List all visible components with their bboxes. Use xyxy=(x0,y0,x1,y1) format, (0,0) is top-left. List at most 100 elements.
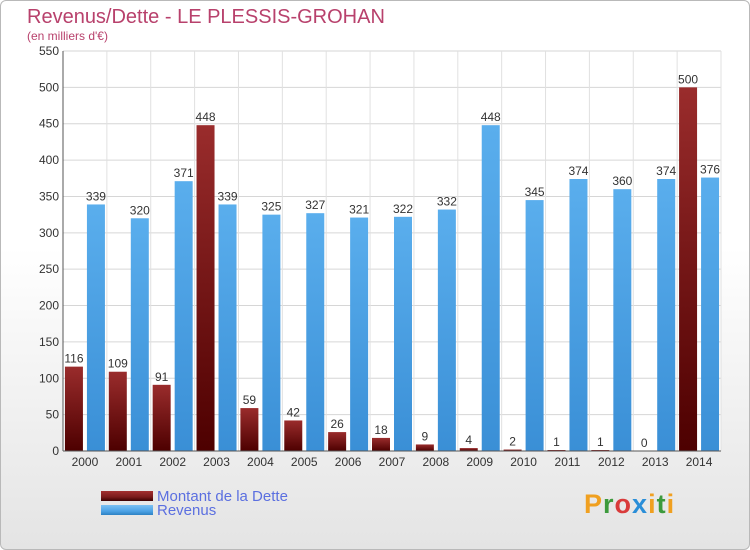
data-label-revenus: 339 xyxy=(86,189,106,203)
data-label-revenus: 374 xyxy=(568,164,588,178)
data-label-debt: 1 xyxy=(597,435,604,449)
data-label-debt: 18 xyxy=(374,423,388,437)
bar-revenus xyxy=(86,204,105,451)
data-label-debt: 0 xyxy=(641,436,648,450)
data-label-revenus: 448 xyxy=(481,110,501,124)
x-tick-label: 2012 xyxy=(598,455,625,469)
logo-letter: t xyxy=(656,489,667,519)
data-label-revenus: 360 xyxy=(612,174,632,188)
bar-revenus xyxy=(394,216,412,451)
data-label-debt: 116 xyxy=(64,352,83,366)
x-tick-label: 2014 xyxy=(686,455,713,469)
bar-revenus xyxy=(218,204,237,451)
data-label-debt: 1 xyxy=(553,435,560,449)
bar-debt xyxy=(459,448,478,451)
data-label-revenus: 321 xyxy=(349,203,369,217)
logo-letter: o xyxy=(614,489,633,519)
logo-letter: P xyxy=(584,489,604,519)
y-tick-label: 200 xyxy=(39,299,59,313)
data-label-revenus: 325 xyxy=(261,200,281,214)
bar-revenus xyxy=(350,217,369,451)
y-tick-label: 550 xyxy=(39,44,59,58)
y-tick-label: 500 xyxy=(39,80,59,94)
data-label-debt: 2 xyxy=(509,435,516,449)
legend-item-debt: Montant de la Dette xyxy=(101,487,288,505)
legend-swatch-revenus xyxy=(101,505,153,515)
bar-revenus xyxy=(306,213,325,451)
bar-debt xyxy=(284,420,303,451)
data-label-debt: 26 xyxy=(330,417,344,431)
y-tick-label: 150 xyxy=(39,335,59,349)
bar-debt xyxy=(372,437,390,451)
bar-revenus xyxy=(657,179,676,451)
data-label-revenus: 327 xyxy=(305,198,325,212)
x-tick-label: 2007 xyxy=(379,455,406,469)
data-label-debt: 109 xyxy=(108,357,128,371)
bar-revenus xyxy=(262,214,281,451)
x-tick-label: 2011 xyxy=(555,455,581,469)
data-label-debt: 500 xyxy=(678,72,698,86)
logo-letter: i xyxy=(648,489,657,519)
logo-letter: x xyxy=(632,489,649,519)
bar-debt xyxy=(196,125,215,451)
bar-revenus xyxy=(569,179,588,451)
data-label-debt: 448 xyxy=(196,110,216,124)
data-label-revenus: 339 xyxy=(218,189,238,203)
bar-revenus xyxy=(437,209,456,451)
y-tick-label: 250 xyxy=(39,262,59,276)
x-tick-label: 2000 xyxy=(72,455,99,469)
bar-revenus xyxy=(613,189,632,451)
y-tick-label: 350 xyxy=(39,189,59,203)
x-tick-label: 2003 xyxy=(203,455,230,469)
bar-debt xyxy=(64,366,83,451)
y-tick-label: 50 xyxy=(46,408,60,422)
data-label-revenus: 376 xyxy=(700,163,720,177)
data-label-revenus: 332 xyxy=(437,195,457,209)
legend-swatch-debt xyxy=(101,491,153,501)
x-tick-label: 2010 xyxy=(510,455,537,469)
y-tick-label: 400 xyxy=(39,153,59,167)
x-tick-label: 2013 xyxy=(642,455,669,469)
data-label-debt: 4 xyxy=(465,433,472,447)
bar-revenus xyxy=(701,177,720,451)
data-label-debt: 9 xyxy=(422,429,429,443)
y-tick-label: 450 xyxy=(39,117,59,131)
data-label-debt: 59 xyxy=(243,393,257,407)
bar-revenus xyxy=(130,218,149,451)
bar-debt xyxy=(240,408,259,451)
data-label-revenus: 320 xyxy=(130,203,150,217)
data-label-debt: 42 xyxy=(287,405,301,419)
bar-debt xyxy=(108,371,127,451)
proxiti-logo: Proxiti xyxy=(584,489,675,520)
chart-title: Revenus/Dette - LE PLESSIS-GROHAN xyxy=(27,6,385,28)
legend-label-debt: Montant de la Dette xyxy=(157,487,288,505)
chart-subtitle: (en milliers d'€) xyxy=(27,29,108,43)
x-tick-label: 2004 xyxy=(247,455,274,469)
x-tick-label: 2005 xyxy=(291,455,318,469)
data-label-debt: 91 xyxy=(155,370,169,384)
x-tick-label: 2002 xyxy=(159,455,186,469)
y-tick-label: 300 xyxy=(39,226,59,240)
bar-debt xyxy=(679,87,698,451)
bar-debt xyxy=(415,444,434,451)
logo-letter: i xyxy=(666,489,676,519)
x-tick-label: 2001 xyxy=(115,455,142,469)
y-tick-label: 0 xyxy=(52,444,59,458)
legend-item-revenus: Revenus xyxy=(101,501,217,519)
logo-letter: r xyxy=(603,489,615,519)
bar-revenus xyxy=(525,200,544,451)
x-tick-label: 2006 xyxy=(335,455,362,469)
plot-area xyxy=(63,51,721,451)
x-tick-label: 2009 xyxy=(466,455,493,469)
data-label-revenus: 371 xyxy=(174,166,194,180)
data-label-revenus: 322 xyxy=(393,202,413,216)
bar-revenus xyxy=(481,125,500,451)
data-label-revenus: 374 xyxy=(656,164,676,178)
legend-label-revenus: Revenus xyxy=(157,501,217,519)
x-tick-label: 2008 xyxy=(423,455,450,469)
bar-debt xyxy=(152,384,171,451)
data-label-revenus: 345 xyxy=(525,185,545,199)
bar-debt xyxy=(328,432,347,451)
